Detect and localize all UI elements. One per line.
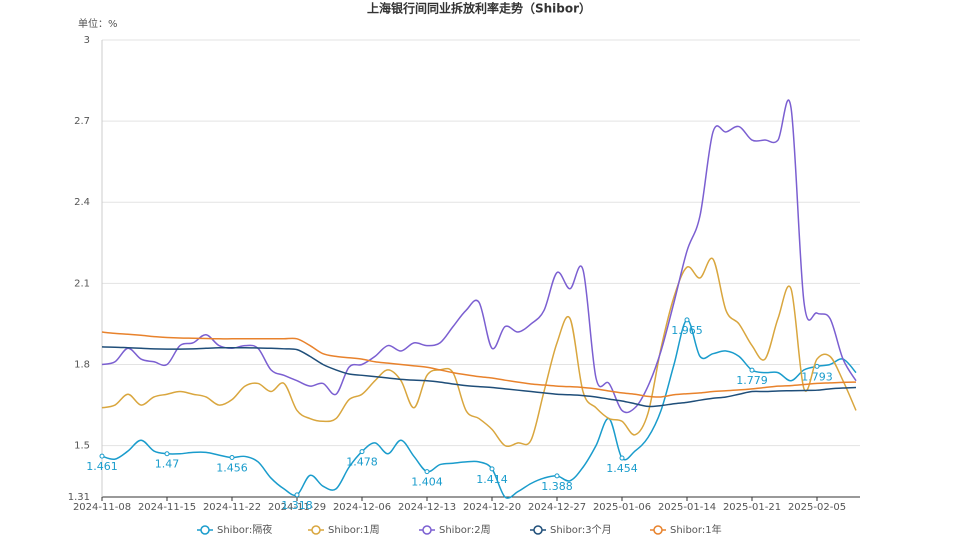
data-label: 1.318 [281,499,313,512]
point [424,469,430,475]
x-tick-label: 2024-12-20 [463,502,521,513]
line-series [101,257,857,448]
point [814,363,820,369]
point [489,466,495,472]
legend-marker [533,525,543,535]
x-tick-label: 2025-01-06 [593,502,651,513]
line-series [101,346,857,408]
legend-marker [200,525,210,535]
y-tick-label: 3 [84,35,90,46]
x-tick-label: 2025-01-21 [723,502,781,513]
data-label: 1.965 [671,324,703,337]
legend-label: Shibor:1年 [670,523,722,536]
data-label: 1.456 [216,462,248,475]
legend-marker [422,525,432,535]
data-label: 1.404 [411,476,443,489]
point [164,451,170,457]
line-series [101,331,857,398]
y-tick-label: 2.1 [74,278,90,289]
legend-marker [653,525,663,535]
data-label: 1.779 [736,374,768,387]
x-tick-label: 2024-11-08 [73,502,131,513]
legend-label: Shibor:1周 [328,524,380,536]
legend-label: Shibor:3个月 [550,524,612,536]
data-label: 1.461 [86,460,118,473]
data-label: 1.454 [606,462,638,475]
data-label: 1.414 [476,473,508,486]
y-tick-label: 2.4 [74,197,90,208]
x-tick-label: 2025-01-14 [658,502,716,513]
data-label: 1.793 [801,370,833,383]
y-tick-label: 1.5 [74,441,90,452]
x-tick-label: 2025-02-05 [788,502,846,513]
legend-label: Shibor:隔夜 [217,523,272,536]
point [619,455,625,461]
y-axis-label: 单位：% [78,17,118,30]
line-series [101,99,857,414]
x-tick-label: 2024-11-15 [138,502,196,513]
x-tick-label: 2024-11-22 [203,502,261,513]
point [359,449,365,455]
line-series [101,319,857,499]
data-label: 1.478 [346,456,378,469]
point [99,453,105,459]
point [294,492,300,498]
point [229,455,235,461]
point [749,367,755,373]
x-tick-label: 2024-12-06 [333,502,391,513]
y-tick-label: 1.8 [74,359,90,370]
data-label: 1.47 [155,458,180,471]
y-tick-label: 1.31 [68,492,90,503]
x-tick-label: 2024-12-27 [528,502,586,513]
legend-marker [311,525,321,535]
data-label: 1.388 [541,480,573,493]
legend-label: Shibor:2周 [439,524,491,536]
y-tick-label: 2.7 [74,116,90,127]
point [684,317,690,323]
chart-title: 上海银行间同业拆放利率走势（Shibor） [367,1,591,16]
x-tick-label: 2024-12-13 [398,502,456,513]
point [554,473,560,479]
x-tick-label: 2024-11-29 [268,502,326,513]
